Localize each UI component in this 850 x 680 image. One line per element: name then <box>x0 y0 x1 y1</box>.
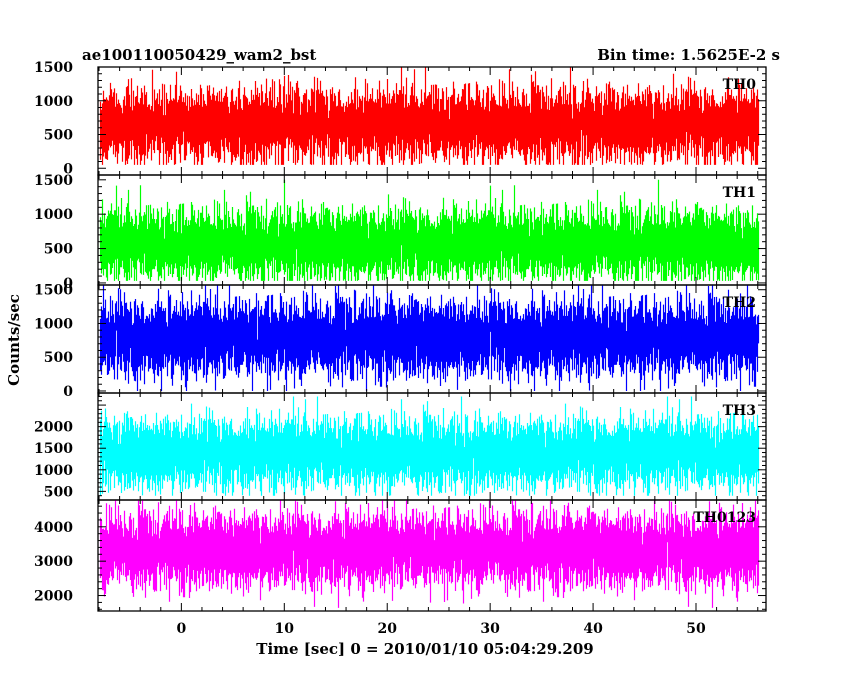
panel-th3: 500 1000 1500 2000 TH3 <box>34 392 767 501</box>
x-tick-label: 20 <box>377 621 397 637</box>
panel-frame <box>97 499 767 612</box>
series-th2 <box>99 285 760 391</box>
x-tick-label: 10 <box>275 621 295 637</box>
y-tick-label: 0 <box>63 276 73 292</box>
bin-time-label: Bin time: 1.5625E-2 s <box>597 46 780 64</box>
y-tick-label: 500 <box>44 484 73 500</box>
panel-th0: 0 500 1000 1500 TH0 <box>34 60 767 177</box>
y-tick-label: 3000 <box>34 554 73 570</box>
y-tick-label: 0 <box>63 161 73 177</box>
panel-th0123: 2000 3000 4000 TH0123 <box>34 499 767 612</box>
series-th3 <box>99 396 760 496</box>
y-tick-label: 2000 <box>34 589 73 605</box>
panel-th1: 0 500 1000 1500 TH1 <box>34 173 767 292</box>
panel-label: TH0 <box>723 77 757 93</box>
x-tick-label: 30 <box>480 621 500 637</box>
y-tick-label: 1500 <box>34 60 73 76</box>
y-tick-label: 1000 <box>34 94 73 110</box>
x-axis-label: Time [sec] 0 = 2010/01/10 05:04:29.209 <box>256 640 593 658</box>
y-tick-label: 1500 <box>34 441 73 457</box>
y-tick-label: 1000 <box>34 463 73 479</box>
panel-label: TH1 <box>723 185 756 201</box>
x-axis: 0 10 20 30 40 50 <box>176 621 706 637</box>
x-tick-label: 0 <box>176 621 186 637</box>
y-tick-label: 0 <box>63 384 73 400</box>
series-th0 <box>99 67 760 165</box>
panels-group: 0 500 1000 1500 TH0 0 500 1000 1500 TH1 0 500 1000 15… <box>34 60 767 612</box>
y-tick-label: 1500 <box>34 283 73 299</box>
y-tick-label: 500 <box>44 350 73 366</box>
y-tick-label: 4000 <box>34 520 73 536</box>
y-tick-label: 500 <box>44 242 73 258</box>
x-tick-label: 40 <box>583 621 603 637</box>
y-tick-label: 2000 <box>34 420 73 436</box>
panel-label: TH2 <box>723 295 756 311</box>
panel-th2: 0 500 1000 1500 TH2 <box>34 283 767 400</box>
y-tick-label: 500 <box>44 128 73 144</box>
series-th1 <box>99 179 760 281</box>
y-tick-label: 1500 <box>34 173 73 189</box>
figure-title: ae100110050429_wam2_bst <box>82 46 316 64</box>
y-tick-label: 1000 <box>34 316 73 332</box>
series-th0123 <box>99 500 760 608</box>
x-tick-label: 50 <box>686 621 706 637</box>
y-tick-label: 1000 <box>34 207 73 223</box>
y-axis-label: Counts/sec <box>5 294 23 386</box>
panel-label: TH3 <box>723 403 756 419</box>
panel-label: TH0123 <box>693 510 756 526</box>
